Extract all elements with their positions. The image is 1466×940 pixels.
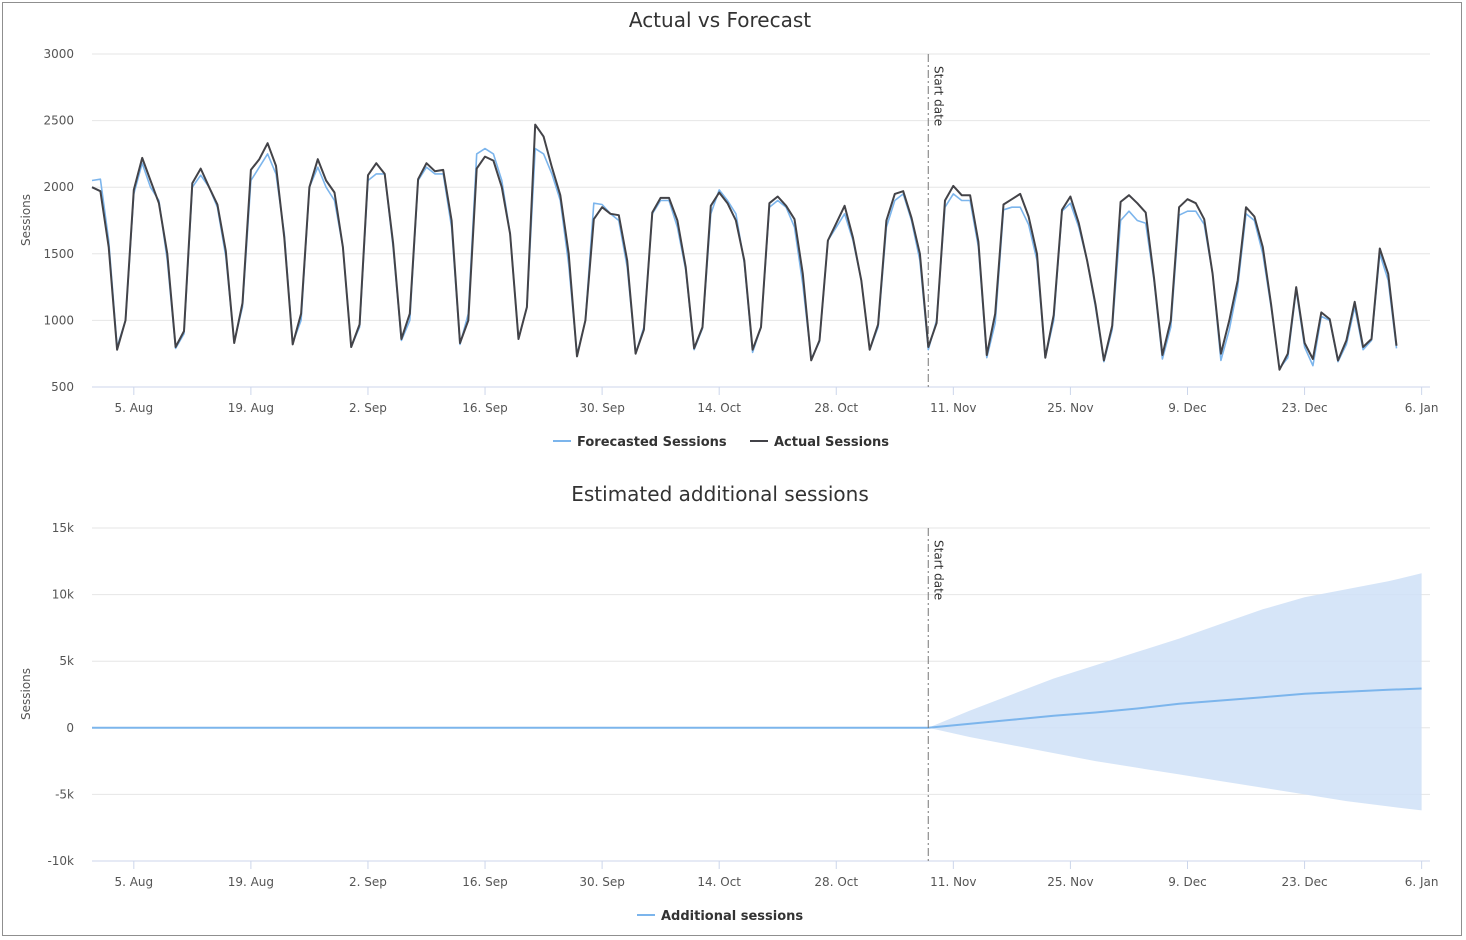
x-tick-label: 30. Sep	[579, 875, 625, 889]
start-date-label: Start date	[931, 66, 945, 126]
actual-vs-forecast-chart: Actual vs Forecast 3000 2500 2000 1500 1000 5…	[19, 8, 1439, 450]
x-tick-label: 5. Aug	[114, 875, 153, 889]
chart1-legend: Forecasted Sessions Actual Sessions	[553, 435, 889, 450]
chart1-series	[91, 123, 1398, 371]
y-tick-label: -5k	[55, 787, 74, 801]
x-tick-label: 11. Nov	[930, 401, 976, 415]
chart1-x-axis-ticks: 5. Aug 19. Aug 2. Sep 16. Sep 30. Sep 14. Oct…	[114, 387, 1439, 415]
x-tick-label: 19. Aug	[228, 401, 274, 415]
chart2-start-date-line: Start date	[927, 528, 945, 861]
chart2-series	[92, 573, 1422, 811]
chart2-y-axis-label: Sessions	[19, 668, 33, 720]
x-tick-label: 9. Dec	[1168, 401, 1206, 415]
chart2-x-axis-ticks: 5. Aug 19. Aug 2. Sep 16. Sep 30. Sep 14. Oct…	[114, 861, 1439, 889]
x-tick-label: 14. Oct	[697, 401, 741, 415]
y-tick-label: 10k	[52, 588, 74, 602]
x-tick-label: 6. Jan	[1405, 875, 1439, 889]
chart2-y-axis-ticks: 15k 10k 5k 0 -5k -10k	[47, 521, 74, 868]
chart2-gridlines	[92, 527, 1430, 862]
y-tick-label: 1000	[43, 313, 74, 327]
x-tick-label: 19. Aug	[228, 875, 274, 889]
x-tick-label: 23. Dec	[1282, 401, 1328, 415]
x-tick-label: 16. Sep	[462, 401, 508, 415]
x-tick-label: 14. Oct	[697, 875, 741, 889]
x-tick-label: 9. Dec	[1168, 875, 1206, 889]
chart1-y-axis-label: Sessions	[19, 194, 33, 246]
x-tick-label: 28. Oct	[814, 875, 858, 889]
x-tick-label: 6. Jan	[1405, 401, 1439, 415]
y-tick-label: -10k	[47, 854, 74, 868]
legend-item-forecasted-sessions[interactable]: Forecasted Sessions	[553, 435, 727, 450]
actual-sessions-line	[91, 123, 1398, 371]
x-tick-label: 16. Sep	[462, 875, 508, 889]
chart2-legend: Additional sessions	[637, 909, 803, 924]
chart1-start-date-line: Start date	[927, 54, 945, 387]
start-date-label: Start date	[931, 540, 945, 600]
x-tick-label: 2. Sep	[349, 875, 387, 889]
confidence-range-area	[928, 573, 1422, 811]
legend-label-forecasted: Forecasted Sessions	[577, 435, 727, 450]
x-tick-label: 25. Nov	[1047, 401, 1093, 415]
chart2-title: Estimated additional sessions	[571, 482, 869, 506]
y-tick-label: 3000	[43, 47, 74, 61]
chart1-y-axis-ticks: 3000 2500 2000 1500 1000 500	[43, 47, 74, 394]
legend-item-actual-sessions[interactable]: Actual Sessions	[750, 435, 889, 450]
x-tick-label: 2. Sep	[349, 401, 387, 415]
additional-sessions-line	[92, 687, 1422, 729]
legend-label-additional: Additional sessions	[661, 909, 803, 924]
legend-item-additional-sessions[interactable]: Additional sessions	[637, 909, 803, 924]
chart1-title: Actual vs Forecast	[629, 8, 811, 32]
y-tick-label: 1500	[43, 247, 74, 261]
x-tick-label: 25. Nov	[1047, 875, 1093, 889]
x-tick-label: 23. Dec	[1282, 875, 1328, 889]
legend-label-actual: Actual Sessions	[774, 435, 889, 450]
x-tick-label: 5. Aug	[114, 401, 153, 415]
y-tick-label: 2000	[43, 180, 74, 194]
x-tick-label: 11. Nov	[930, 875, 976, 889]
y-tick-label: 500	[51, 380, 74, 394]
y-tick-label: 2500	[43, 114, 74, 128]
y-tick-label: 0	[66, 721, 74, 735]
estimated-additional-sessions-chart: Estimated additional sessions 15k 10k 5k 0 -…	[19, 482, 1439, 924]
x-tick-label: 30. Sep	[579, 401, 625, 415]
y-tick-label: 15k	[52, 521, 74, 535]
y-tick-label: 5k	[59, 654, 74, 668]
x-tick-label: 28. Oct	[814, 401, 858, 415]
